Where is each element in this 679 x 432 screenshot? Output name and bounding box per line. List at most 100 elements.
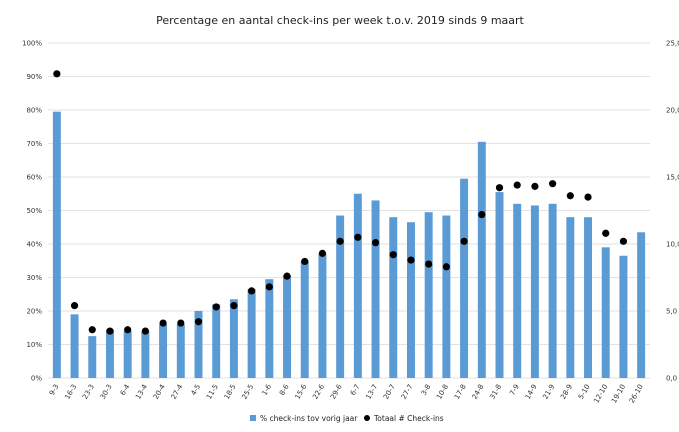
dot-marker xyxy=(549,180,557,188)
bar xyxy=(70,314,79,378)
dot-marker xyxy=(442,263,450,271)
bar xyxy=(442,215,451,378)
bar xyxy=(460,178,469,378)
dot-marker xyxy=(425,260,433,268)
x-tick-label: 22-6 xyxy=(311,383,326,401)
bar xyxy=(247,289,256,378)
dot-marker xyxy=(407,256,415,264)
bar xyxy=(530,205,539,378)
bar xyxy=(601,247,610,378)
dot-marker xyxy=(389,251,397,259)
legend: % check-ins tov vorig jaar Totaal # Chec… xyxy=(250,414,444,423)
dot-marker xyxy=(194,318,203,326)
left-axis-ticks: 0% 10% 20% 30% 40% 50% 60% 70% 80% 90% 100% xyxy=(22,40,42,383)
x-tick-label: 29-6 xyxy=(329,383,344,401)
bar xyxy=(194,311,203,378)
gridlines xyxy=(48,42,650,379)
x-tick-label: 4-5 xyxy=(190,383,203,397)
x-tick-label: 20-4 xyxy=(152,383,167,401)
x-tick-label: 30-3 xyxy=(99,383,114,401)
chart-title: Percentage en aantal check-ins per week … xyxy=(156,14,524,27)
x-axis-ticks: 9-3 16-3 23-3 30-3 6-4 13-4 20-4 27-4 4-5 11-5 18-… xyxy=(48,383,645,405)
dot-marker xyxy=(619,237,628,245)
x-tick-label: 11-5 xyxy=(205,383,220,401)
dot-marker xyxy=(248,287,256,295)
x-tick-label: 27-4 xyxy=(170,383,185,401)
bar xyxy=(176,324,185,378)
left-tick-label: 30% xyxy=(26,274,42,282)
x-tick-label: 5-10 xyxy=(577,383,592,401)
bar xyxy=(265,279,274,378)
left-tick-label: 20% xyxy=(26,308,42,316)
x-tick-label: 28-9 xyxy=(559,383,574,401)
bar xyxy=(212,304,221,378)
dot-marker xyxy=(230,302,238,310)
bar xyxy=(637,232,646,378)
left-tick-label: 50% xyxy=(26,207,42,215)
bar xyxy=(389,217,398,378)
dot-marker xyxy=(53,70,61,78)
right-tick-label: 25,0 xyxy=(666,40,679,48)
left-tick-label: 60% xyxy=(26,174,42,182)
right-tick-label: 0,0 xyxy=(666,375,677,383)
bar xyxy=(353,193,362,378)
bar xyxy=(318,254,327,378)
x-tick-label: 20-7 xyxy=(382,383,397,401)
x-tick-label: 9-3 xyxy=(48,383,61,397)
dot-marker xyxy=(460,237,468,245)
right-tick-label: 20,0 xyxy=(666,107,679,115)
x-tick-label: 17-8 xyxy=(453,383,468,401)
x-tick-label: 15-6 xyxy=(294,383,309,401)
x-tick-label: 18-5 xyxy=(223,383,238,401)
dot-marker xyxy=(177,319,185,327)
dot-marker xyxy=(141,327,149,335)
x-tick-label: 26-10 xyxy=(628,383,645,405)
dot-marker xyxy=(336,237,344,245)
dot-marker xyxy=(70,302,79,310)
left-tick-label: 90% xyxy=(26,73,42,81)
dot-marker xyxy=(318,249,327,257)
right-axis-ticks: 0,0 5,0 10,0 15,0 20,0 25,0 xyxy=(666,40,679,383)
bar xyxy=(619,255,628,378)
x-tick-label: 21-9 xyxy=(541,383,556,401)
bar xyxy=(229,299,238,378)
x-tick-label: 25-5 xyxy=(240,383,255,401)
bar xyxy=(123,331,132,378)
dot-marker xyxy=(265,283,273,291)
x-tick-label: 6-4 xyxy=(119,383,132,397)
x-tick-label: 14-9 xyxy=(524,383,539,401)
x-tick-label: 27-7 xyxy=(400,383,415,401)
x-tick-label: 1-6 xyxy=(260,383,273,397)
bar xyxy=(159,324,168,378)
bar xyxy=(283,275,292,378)
bar xyxy=(424,212,433,378)
dot-marker xyxy=(88,326,96,334)
x-tick-label: 23-3 xyxy=(81,383,96,401)
x-tick-label: 19-10 xyxy=(610,383,627,405)
x-tick-label: 10-8 xyxy=(435,383,450,401)
bar xyxy=(548,203,557,378)
left-tick-label: 10% xyxy=(26,341,42,349)
bar xyxy=(300,260,309,378)
dot-series xyxy=(53,70,628,335)
bar xyxy=(141,331,150,378)
left-tick-label: 100% xyxy=(22,40,42,48)
dot-marker xyxy=(584,193,592,201)
dot-marker xyxy=(495,184,504,192)
right-tick-label: 10,0 xyxy=(666,241,679,249)
bar xyxy=(336,215,345,378)
bar xyxy=(52,111,61,379)
left-tick-label: 0% xyxy=(31,375,42,383)
x-tick-label: 7-9 xyxy=(508,383,521,397)
x-tick-label: 3-8 xyxy=(420,383,433,397)
dot-marker xyxy=(212,303,220,311)
left-tick-label: 70% xyxy=(26,140,42,148)
legend-dot-label: Totaal # Check-ins xyxy=(373,414,444,423)
dot-marker xyxy=(371,239,380,247)
dot-marker xyxy=(283,272,291,280)
legend-dot-swatch xyxy=(364,415,370,421)
bar xyxy=(406,222,415,378)
right-tick-label: 15,0 xyxy=(666,174,679,182)
bar xyxy=(371,200,380,378)
